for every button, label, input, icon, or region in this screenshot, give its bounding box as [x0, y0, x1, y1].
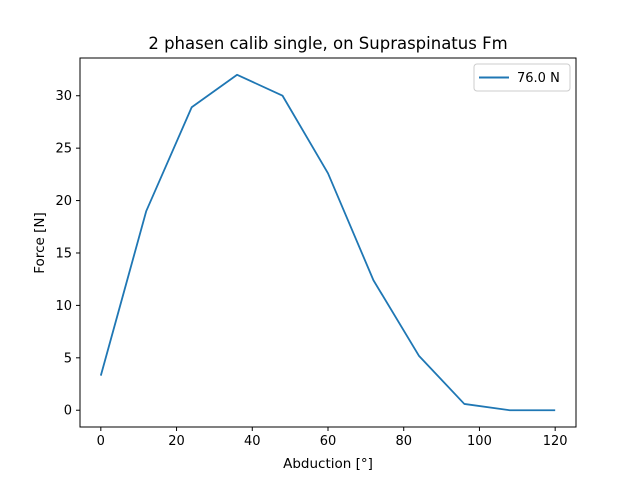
- y-tick-label: 5: [64, 351, 72, 366]
- x-tick-label: 120: [543, 434, 568, 449]
- legend: 76.0 N: [473, 63, 571, 92]
- x-tick-label: 0: [97, 434, 105, 449]
- x-axis-label: Abduction [°]: [283, 456, 373, 472]
- legend-box: [473, 63, 571, 92]
- y-tick-label: 30: [55, 89, 72, 104]
- y-axis-label: Force [N]: [32, 212, 48, 273]
- x-tick-label: 60: [320, 434, 337, 449]
- x-tick-label: 80: [395, 434, 412, 449]
- x-tick-label: 40: [244, 434, 261, 449]
- y-tick-label: 0: [64, 404, 72, 419]
- y-tick-label: 15: [55, 246, 72, 261]
- x-tick-label: 100: [467, 434, 492, 449]
- chart-title: 2 phasen calib single, on Supraspinatus …: [148, 34, 507, 53]
- series-line-0: [99, 73, 556, 412]
- y-tick-label: 20: [55, 194, 72, 209]
- y-tick-label: 25: [55, 142, 72, 157]
- y-tick-label: 10: [55, 299, 72, 314]
- plot-area: 0 20 40 60 80 100 120 0 5 10 15 20 25 30: [55, 57, 577, 449]
- x-tick-label: 20: [168, 434, 185, 449]
- legend-label: 76.0 N: [517, 71, 560, 86]
